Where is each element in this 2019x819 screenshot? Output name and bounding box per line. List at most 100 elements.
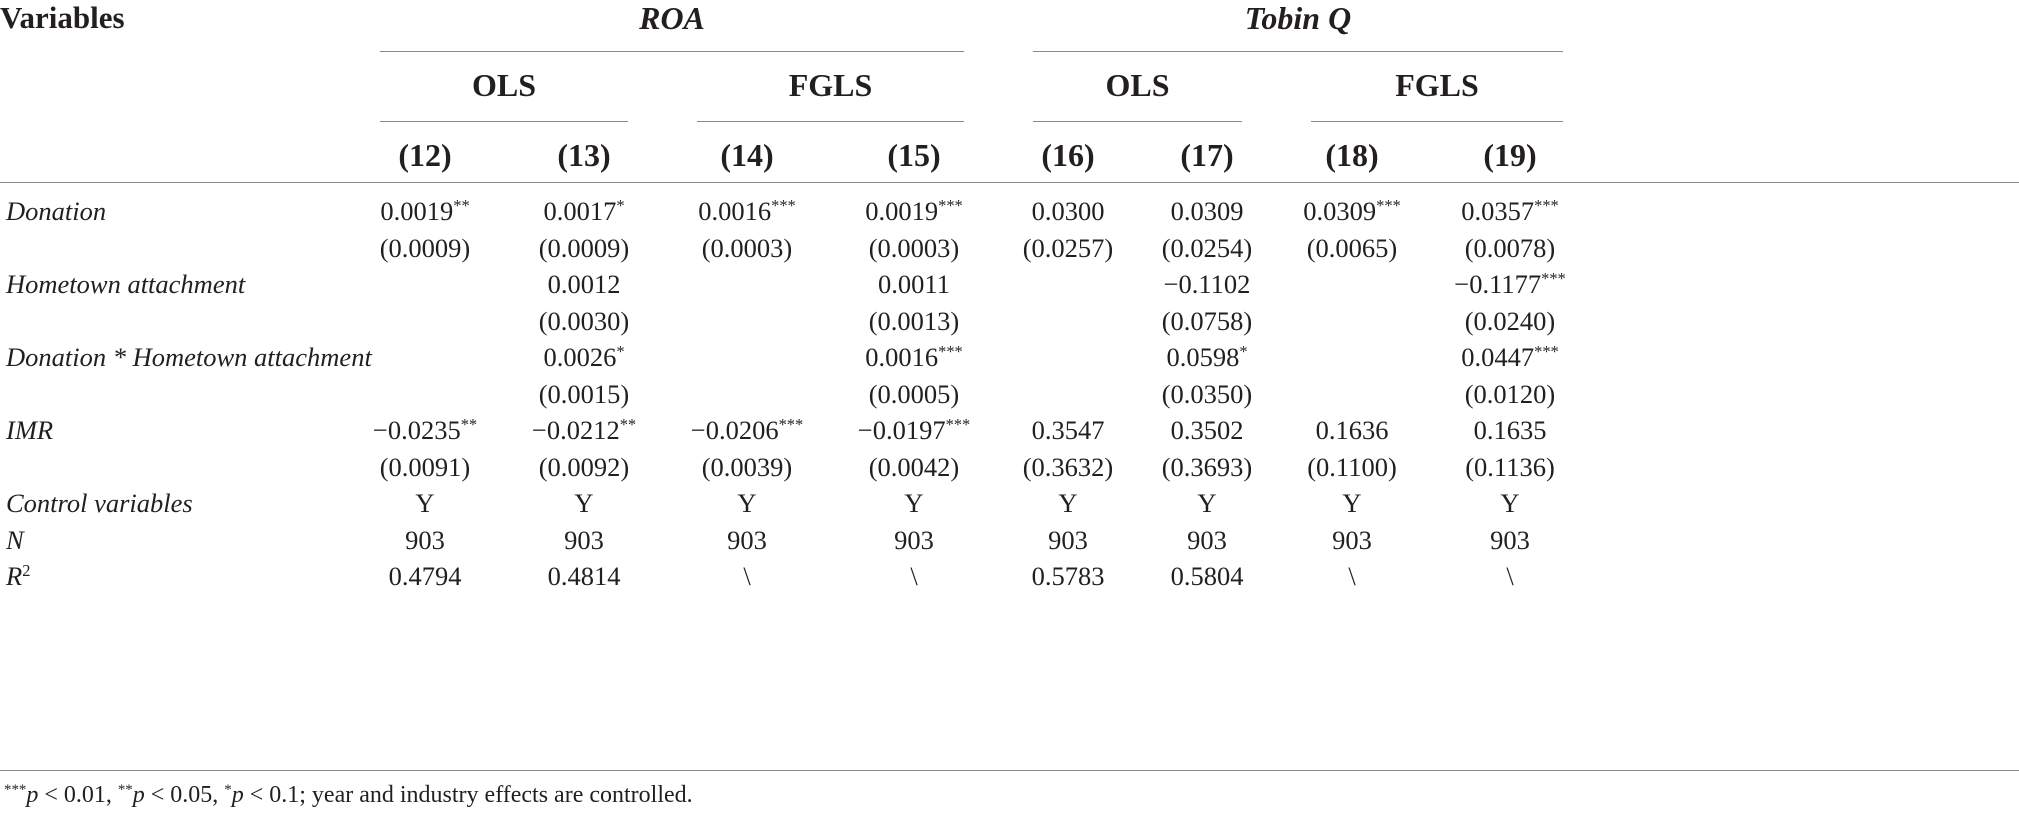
footnote-threshold-01: < 0.1; year and industry effects are con… xyxy=(243,782,693,808)
tobin-q-rule xyxy=(1033,51,1563,52)
footnote-threshold-005: < 0.05, xyxy=(144,782,225,808)
table-cell: 903 xyxy=(1187,524,1227,555)
table-cell: 0.0017* xyxy=(543,195,625,226)
footnote-p-symbol: p xyxy=(231,782,244,808)
variables-header: Variables xyxy=(0,0,125,35)
table-cell: (0.0092) xyxy=(538,451,630,482)
row-label: Donation * Hometown attachment xyxy=(6,342,372,372)
table-cell: −0.0206*** xyxy=(690,414,804,445)
table-cell: (0.0091) xyxy=(379,451,471,482)
column-header-17: (17) xyxy=(1180,137,1234,173)
table-cell: 0.0026* xyxy=(543,341,625,372)
ols-rule-tobin xyxy=(1033,121,1242,122)
table-cell: (0.0013) xyxy=(868,305,960,336)
table-cell: 0.0309*** xyxy=(1303,195,1401,226)
fgls-rule-tobin xyxy=(1311,121,1563,122)
group-header-tobin-q: Tobin Q xyxy=(1244,0,1352,36)
table-cell: 0.3502 xyxy=(1170,415,1244,445)
column-header-12: (12) xyxy=(398,137,452,173)
table-cell: 0.5804 xyxy=(1170,561,1244,591)
table-cell: −0.1177*** xyxy=(1454,268,1566,299)
table-cell: Y xyxy=(574,488,594,518)
footnote-threshold-001: < 0.01, xyxy=(38,782,118,808)
table-cell: 0.0598* xyxy=(1166,341,1248,372)
table-cell: Y xyxy=(1342,488,1362,518)
table-cell: (0.3632) xyxy=(1022,451,1114,482)
table-cell: \ xyxy=(1348,561,1356,591)
table-cell: 0.3547 xyxy=(1031,415,1105,445)
header-bottom-rule xyxy=(0,182,2019,183)
table-cell: (0.0240) xyxy=(1464,305,1556,336)
column-header-15: (15) xyxy=(887,137,941,173)
table-cell: 0.0357*** xyxy=(1461,195,1559,226)
fgls-rule-roa xyxy=(697,121,964,122)
table-cell: 903 xyxy=(1490,524,1530,555)
table-cell: Y xyxy=(1058,488,1078,518)
table-cell: 903 xyxy=(405,524,445,555)
method-header-tobin-ols: OLS xyxy=(1105,67,1170,103)
footnote-p-symbol: p xyxy=(26,782,39,808)
table-cell: Y xyxy=(737,488,757,518)
table-cell: −0.0212** xyxy=(531,414,637,445)
table-cell: (0.1136) xyxy=(1465,451,1555,482)
row-label: Control variables xyxy=(6,488,193,518)
table-cell: (0.0030) xyxy=(538,305,630,336)
table-cell: 0.4814 xyxy=(547,561,621,591)
table-cell: 903 xyxy=(894,524,934,555)
table-cell: Y xyxy=(415,488,435,518)
row-label: N xyxy=(6,524,24,555)
table-cell: (0.0039) xyxy=(701,451,793,482)
table-cell: (0.0350) xyxy=(1161,378,1253,409)
table-cell: −0.1102 xyxy=(1163,269,1251,299)
method-header-roa-fgls: FGLS xyxy=(788,67,873,103)
table-cell: 903 xyxy=(1332,524,1372,555)
table-cell: (0.0003) xyxy=(701,232,793,263)
table-cell: (0.0120) xyxy=(1464,378,1556,409)
table-cell: Y xyxy=(1197,488,1217,518)
table-cell: −0.0197*** xyxy=(857,414,971,445)
table-cell: 0.0012 xyxy=(547,269,621,299)
table-cell: (0.0758) xyxy=(1161,305,1253,336)
table-cell: (0.0005) xyxy=(868,378,960,409)
group-header-roa: ROA xyxy=(639,0,705,36)
table-cell: 0.1635 xyxy=(1473,415,1547,445)
footnote: ***p < 0.01, **p < 0.05, *p < 0.1; year … xyxy=(4,781,693,808)
column-header-14: (14) xyxy=(720,137,774,173)
table-cell: −0.0235** xyxy=(372,414,478,445)
table-cell: 0.0447*** xyxy=(1461,341,1559,372)
table-cell: (0.0015) xyxy=(538,378,630,409)
method-header-roa-ols: OLS xyxy=(471,67,537,103)
roa-rule xyxy=(380,51,964,52)
table-cell: (0.0078) xyxy=(1464,232,1556,263)
method-header-tobin-fgls: FGLS xyxy=(1395,67,1479,103)
column-header-18: (18) xyxy=(1325,137,1379,173)
table-cell: (0.0009) xyxy=(379,232,471,263)
table-cell: 0.0011 xyxy=(878,269,950,299)
table-cell: (0.0003) xyxy=(868,232,960,263)
table-cell: 0.5783 xyxy=(1031,561,1105,591)
row-label: Donation xyxy=(6,196,107,226)
table-cell: 0.0016*** xyxy=(698,195,796,226)
table-cell: 0.4794 xyxy=(388,561,462,591)
table-cell: \ xyxy=(743,561,751,591)
table-cell: Y xyxy=(904,488,924,518)
ols-rule-roa xyxy=(380,121,628,122)
row-label: Hometown attachment xyxy=(6,269,246,299)
table-cell: 0.0016*** xyxy=(865,341,963,372)
table-cell: 903 xyxy=(564,524,604,555)
table-cell: (0.0257) xyxy=(1022,232,1114,263)
row-label: R2 xyxy=(6,560,31,591)
table-cell: (0.0254) xyxy=(1161,232,1253,263)
table-cell: (0.0065) xyxy=(1306,232,1398,263)
table-cell: Y xyxy=(1500,488,1520,518)
table-cell: 0.0019** xyxy=(380,195,470,226)
table-cell: 0.0300 xyxy=(1031,196,1105,226)
table-cell: (0.0009) xyxy=(538,232,630,263)
column-header-13: (13) xyxy=(557,137,611,173)
table-cell: 0.0019*** xyxy=(865,195,963,226)
table-cell: \ xyxy=(910,561,918,591)
table-cell: 0.1636 xyxy=(1315,415,1389,445)
table-cell: (0.1100) xyxy=(1307,451,1397,482)
table-cell: 0.0309 xyxy=(1170,196,1244,226)
column-header-19: (19) xyxy=(1483,137,1537,173)
